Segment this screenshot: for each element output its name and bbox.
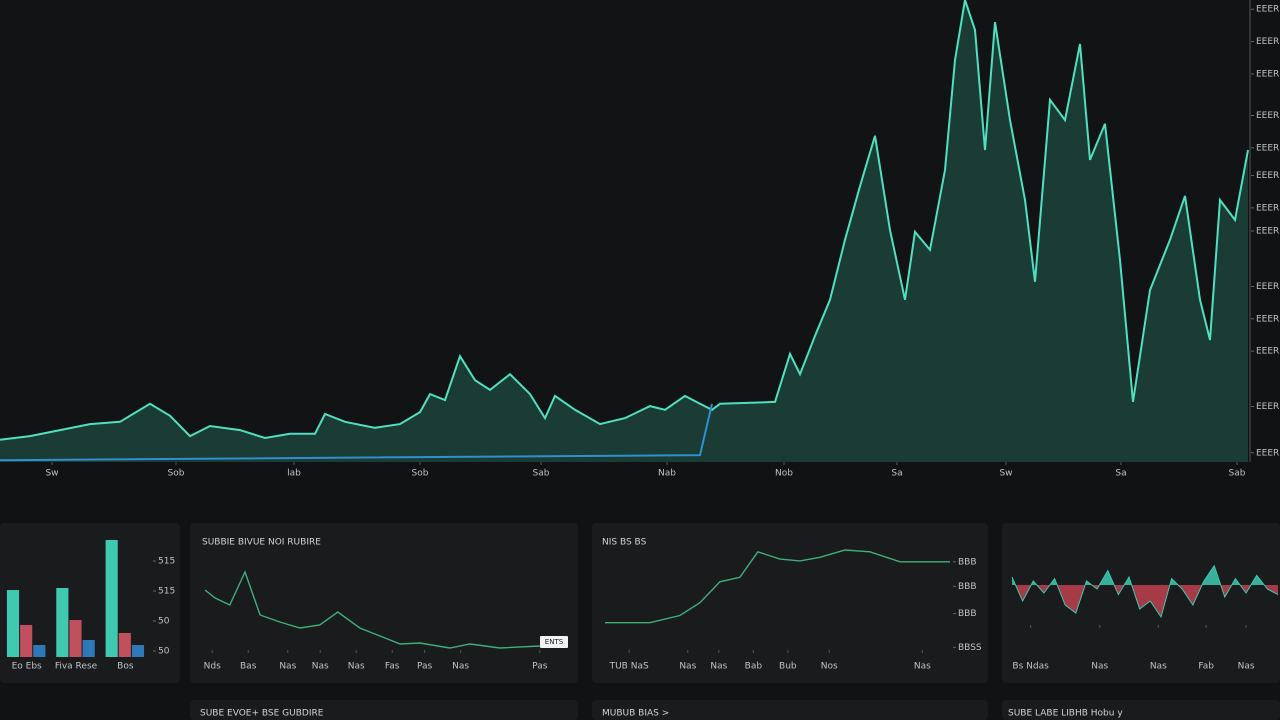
bar xyxy=(69,620,82,657)
y-tick-label: EEER xyxy=(1256,111,1279,121)
x-tick-label: lab xyxy=(287,469,301,479)
bar xyxy=(118,633,131,657)
x-tick-label: Nas xyxy=(452,662,469,672)
panel-title: SUBE LABE LIBHB Hobu y xyxy=(1008,709,1123,719)
x-tick-label: Nas xyxy=(679,662,696,672)
y-tick-label: EEER xyxy=(1256,347,1279,357)
line xyxy=(1011,564,1279,619)
bar xyxy=(131,645,145,657)
x-tick-label: Nos xyxy=(821,662,838,672)
x-tick-label: Bas xyxy=(240,662,257,672)
bar xyxy=(6,590,20,657)
panel-title: SUBE EVOE+ BSE GUBDIRE xyxy=(200,709,324,719)
y-tick-label: EEER xyxy=(1256,5,1279,15)
x-tick-label: Nas xyxy=(312,662,329,672)
panel-title: SUBBIE BIVUE NOI RUBIRE xyxy=(202,538,321,548)
y-tick-label: EEER xyxy=(1256,143,1279,153)
x-tick-label: Fas xyxy=(385,662,400,672)
y-tick-label: 515 xyxy=(158,587,175,597)
x-tick-label: Nas xyxy=(348,662,365,672)
x-tick-label: Sw xyxy=(45,469,58,479)
y-tick-label: EEER xyxy=(1256,227,1279,237)
x-tick-label: TUB NaS xyxy=(609,662,649,672)
annotation-box xyxy=(540,636,568,648)
area-negative xyxy=(1012,585,1278,617)
panel xyxy=(592,700,988,720)
x-tick-label: Sab xyxy=(1229,469,1246,479)
line xyxy=(0,403,713,462)
panel-title: NIS BS BS xyxy=(602,538,647,548)
y-tick-label: BBB xyxy=(958,557,977,567)
bar xyxy=(20,624,33,657)
x-tick-label: Sa xyxy=(1115,469,1126,479)
x-tick-label: Sob xyxy=(412,469,429,479)
x-tick-label: Sw xyxy=(999,469,1012,479)
y-tick-label: EEER xyxy=(1256,37,1279,47)
x-tick-label: Bub xyxy=(779,662,797,672)
x-tick-label: Nas xyxy=(914,662,931,672)
y-tick-label: BBB xyxy=(958,582,977,592)
x-tick-label: Pas xyxy=(532,662,548,672)
x-tick-label: Nas xyxy=(1091,662,1108,672)
x-tick-label: Nas xyxy=(710,662,727,672)
line xyxy=(204,570,540,649)
y-tick-label: EEER xyxy=(1256,314,1279,324)
x-tick-label: Bs Ndas xyxy=(1012,662,1049,672)
x-tick-label: Nob xyxy=(775,469,793,479)
x-tick-label: Nas xyxy=(1238,662,1255,672)
panel-title: MUBUB BIAS > xyxy=(602,709,669,719)
y-tick-label: BBB xyxy=(958,609,977,619)
line xyxy=(605,549,950,624)
y-tick-label: EEER xyxy=(1256,402,1279,412)
y-tick-label: 50 xyxy=(158,647,170,657)
x-tick-label: Fiva Rese xyxy=(55,662,98,672)
x-tick-label: Pas xyxy=(417,662,433,672)
x-tick-label: Bab xyxy=(745,662,763,672)
x-tick-label: Sob xyxy=(168,469,185,479)
panel xyxy=(1002,700,1280,720)
panel xyxy=(190,700,578,720)
y-tick-label: EEER xyxy=(1256,69,1279,79)
line xyxy=(0,0,1249,441)
x-tick-label: Sa xyxy=(891,469,902,479)
x-tick-label: Bos xyxy=(117,662,134,672)
bar xyxy=(33,645,46,657)
x-tick-label: Sab xyxy=(533,469,550,479)
x-tick-label: Fab xyxy=(1198,662,1214,672)
area xyxy=(0,0,1248,462)
y-tick-label: EEER xyxy=(1256,448,1279,458)
y-tick-label: EEER xyxy=(1256,282,1279,292)
y-tick-label: EEER xyxy=(1256,203,1279,213)
panel xyxy=(190,523,578,683)
y-tick-label: 515 xyxy=(158,557,175,567)
x-tick-label: Nas xyxy=(1150,662,1167,672)
bar xyxy=(82,639,95,657)
x-tick-label: Nas xyxy=(279,662,296,672)
y-tick-label: BBSS xyxy=(958,643,982,653)
y-tick-label: 50 xyxy=(158,617,170,627)
panel xyxy=(0,523,180,683)
x-tick-label: Nds xyxy=(204,662,221,672)
y-tick-label: EEER xyxy=(1256,171,1279,181)
x-tick-label: Nab xyxy=(658,469,676,479)
panel xyxy=(592,523,988,683)
x-tick-label: Eo Ebs xyxy=(12,662,42,672)
bar xyxy=(105,540,118,657)
annotation: ENTS xyxy=(545,638,564,646)
bar xyxy=(56,588,69,657)
